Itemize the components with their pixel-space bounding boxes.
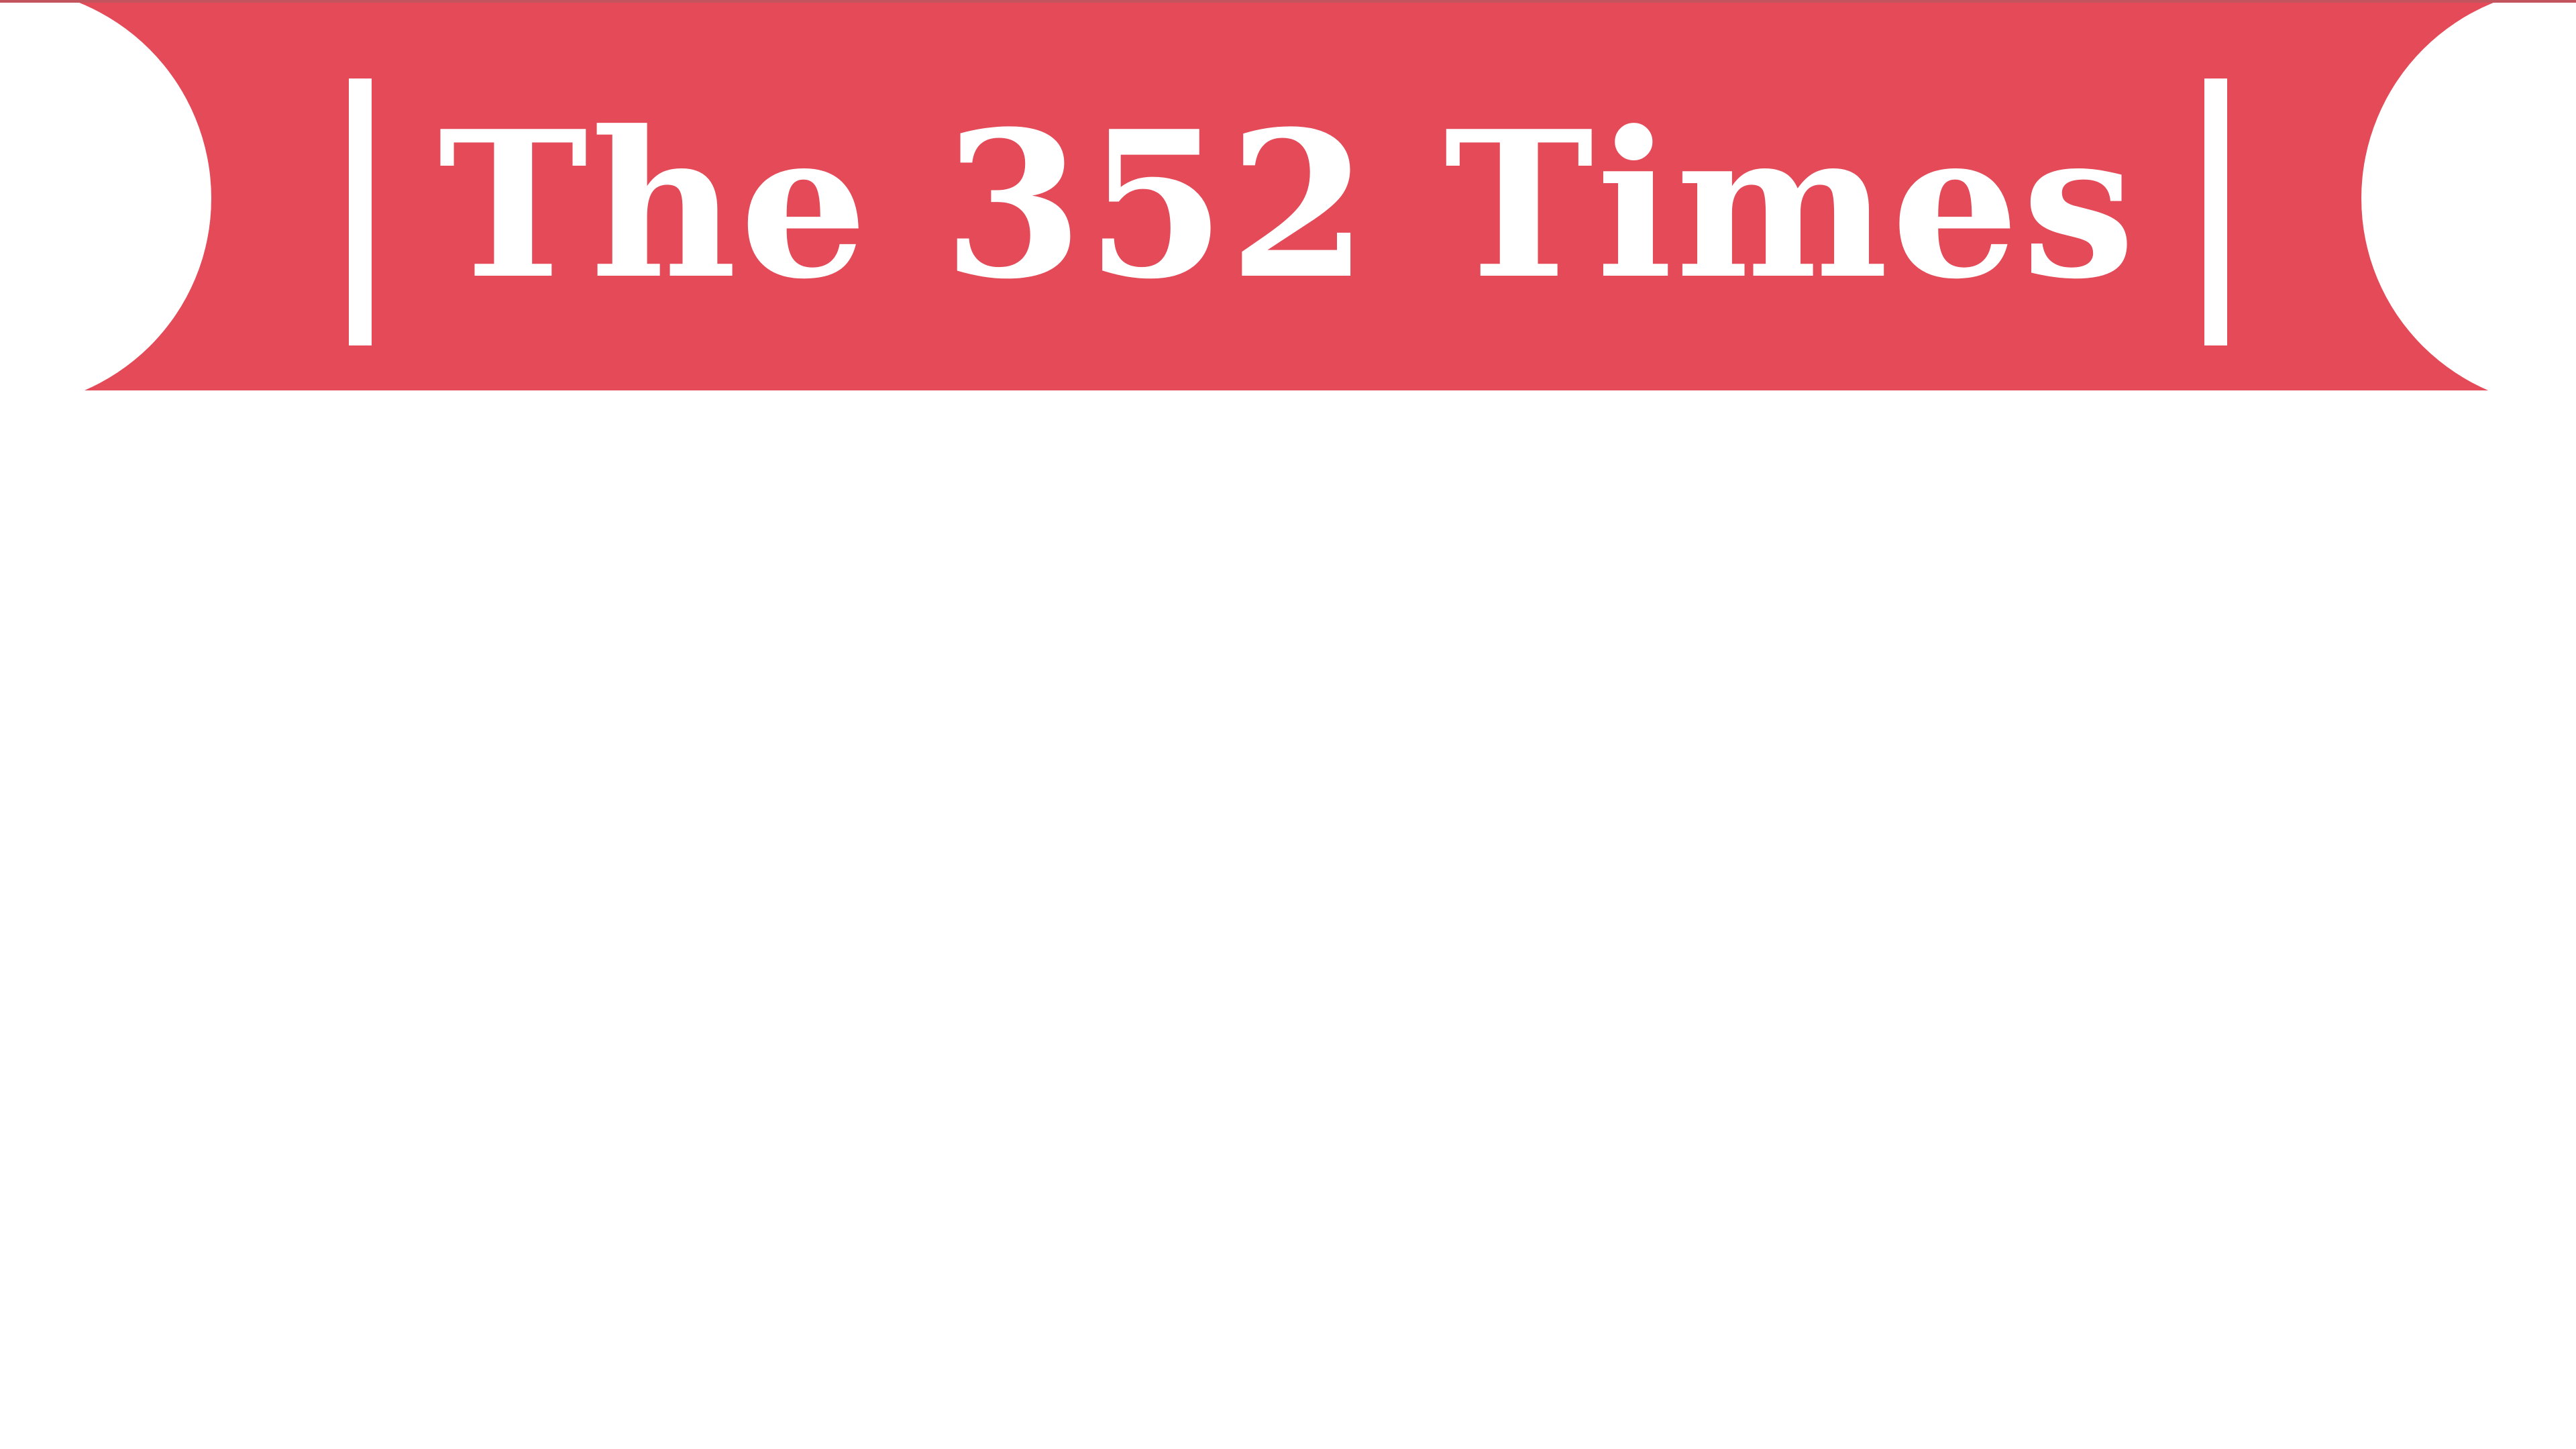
masthead-title: The 352 Times [438,87,2138,323]
left-divider-bar [349,78,372,345]
masthead-banner: The 352 Times [0,0,2576,390]
left-circle-cutout [0,3,211,390]
masthead-title-group: The 352 Times [349,71,2227,353]
right-circle-cutout [2361,3,2576,390]
right-divider-bar [2204,78,2227,345]
blank-content-area [0,417,2576,1449]
